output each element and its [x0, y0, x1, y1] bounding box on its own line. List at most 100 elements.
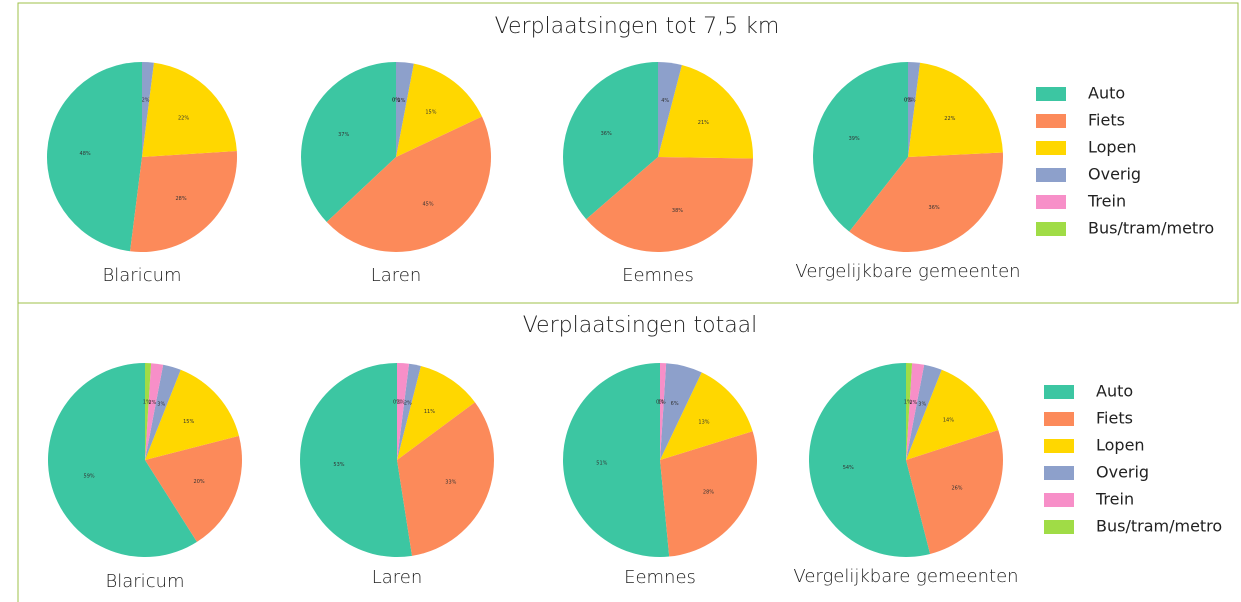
slice-label: 51%: [596, 460, 607, 466]
legend-label: Auto: [1088, 84, 1125, 103]
slice-label: 0%: [392, 98, 400, 104]
section-title: Verplaatsingen totaal: [523, 313, 758, 338]
legend-swatch: [1044, 466, 1074, 480]
pie-slice: [906, 430, 1004, 554]
pie-slice: [660, 363, 702, 460]
slice-label: 3%: [918, 402, 926, 408]
pie-slice: [299, 363, 413, 557]
slice-label: 1%: [658, 399, 666, 405]
panel-border: [17, 2, 1239, 304]
slice-label: 15%: [183, 419, 194, 425]
legend-swatch: [1044, 385, 1074, 399]
legend-swatch: [1044, 520, 1074, 534]
pie-slice: [906, 363, 913, 460]
legend-label: Auto: [1096, 382, 1133, 401]
legend-swatch: [1036, 222, 1066, 236]
pie-slice: [906, 363, 925, 460]
slice-label: 0%: [392, 98, 400, 104]
pie-slice: [397, 363, 410, 460]
pie-slice: [660, 363, 667, 460]
slice-label: 13%: [698, 419, 709, 425]
pie-slice: [145, 435, 242, 542]
pie-slice: [397, 365, 475, 460]
pie-caption: Laren: [372, 567, 423, 588]
slice-label: 26%: [951, 486, 962, 492]
pie-slice: [145, 363, 152, 460]
slice-label: 4%: [661, 98, 669, 104]
legend-label: Bus/tram/metro: [1088, 219, 1214, 238]
slice-label: 39%: [849, 136, 860, 142]
legend-label: Trein: [1087, 192, 1126, 211]
slice-label: 28%: [175, 196, 186, 202]
slice-label: 36%: [929, 205, 940, 211]
pie-caption: Blaricum: [105, 571, 184, 592]
slice-label: 2%: [148, 400, 156, 406]
slice-label: 38%: [672, 208, 683, 214]
pie-caption: Vergelijkbare gemeenten: [795, 261, 1020, 282]
slice-label: 15%: [425, 109, 436, 115]
pie-slice: [809, 363, 931, 557]
pie-slice: [813, 62, 908, 232]
pie-caption: Eemnes: [624, 567, 696, 588]
pie-slice: [396, 63, 482, 158]
slice-label: 0%: [656, 399, 664, 405]
slice-label: 48%: [80, 151, 91, 157]
slice-label: 2%: [142, 98, 150, 104]
slice-label: 36%: [601, 131, 612, 137]
pie-slice: [326, 116, 492, 253]
slice-label: 1%: [143, 399, 151, 405]
pie-slice: [145, 364, 181, 460]
legend-swatch: [1044, 493, 1074, 507]
legend-swatch: [1044, 412, 1074, 426]
pie-caption: Blaricum: [102, 265, 181, 286]
pie-slice: [301, 62, 396, 223]
pie-slice: [908, 62, 1003, 157]
pie-slice: [142, 62, 237, 158]
slice-label: 59%: [84, 474, 95, 480]
slice-label: 21%: [698, 120, 709, 126]
slice-label: 1%: [904, 399, 912, 405]
slice-label: 37%: [338, 132, 349, 138]
slice-label: 22%: [944, 116, 955, 122]
slice-label: 20%: [194, 479, 205, 485]
legend-label: Fiets: [1096, 409, 1133, 428]
pie-caption: Vergelijkbare gemeenten: [793, 566, 1018, 587]
slice-label: 3%: [157, 402, 165, 408]
pie-slice: [47, 363, 197, 557]
legend-label: Trein: [1095, 490, 1134, 509]
pie-slice: [397, 363, 421, 460]
pie-slice: [660, 372, 753, 460]
pie-slice: [906, 364, 942, 460]
legend-swatch: [1036, 195, 1066, 209]
legend-swatch: [1036, 168, 1066, 182]
pie-slice: [906, 369, 999, 460]
slice-label: 0%: [904, 98, 912, 104]
pie-caption: Laren: [371, 265, 422, 286]
legend-label: Lopen: [1096, 436, 1145, 455]
legend-swatch: [1044, 439, 1074, 453]
legend-swatch: [1036, 87, 1066, 101]
pie-slice: [908, 62, 921, 157]
pie-slice: [562, 62, 658, 220]
slice-label: 0%: [393, 399, 401, 405]
slice-label: 33%: [445, 480, 456, 486]
legend-label: Overig: [1096, 463, 1149, 482]
legend-label: Fiets: [1088, 111, 1125, 130]
slice-label: 3%: [397, 98, 405, 104]
pie-slice: [563, 363, 670, 557]
slice-label: 6%: [671, 401, 679, 407]
slice-label: 14%: [943, 418, 954, 424]
pie-slice: [397, 402, 494, 556]
pie-slice: [660, 431, 757, 557]
slice-label: 2%: [908, 98, 916, 104]
slice-label: 28%: [703, 490, 714, 496]
slice-label: 54%: [843, 465, 854, 471]
slice-label: 2%: [404, 400, 412, 406]
pie-slice: [46, 62, 142, 252]
pie-slice: [145, 363, 164, 460]
legend-label: Overig: [1088, 165, 1141, 184]
pie-slice: [658, 62, 682, 157]
slice-label: 0%: [904, 98, 912, 104]
slice-label: 11%: [424, 409, 435, 415]
